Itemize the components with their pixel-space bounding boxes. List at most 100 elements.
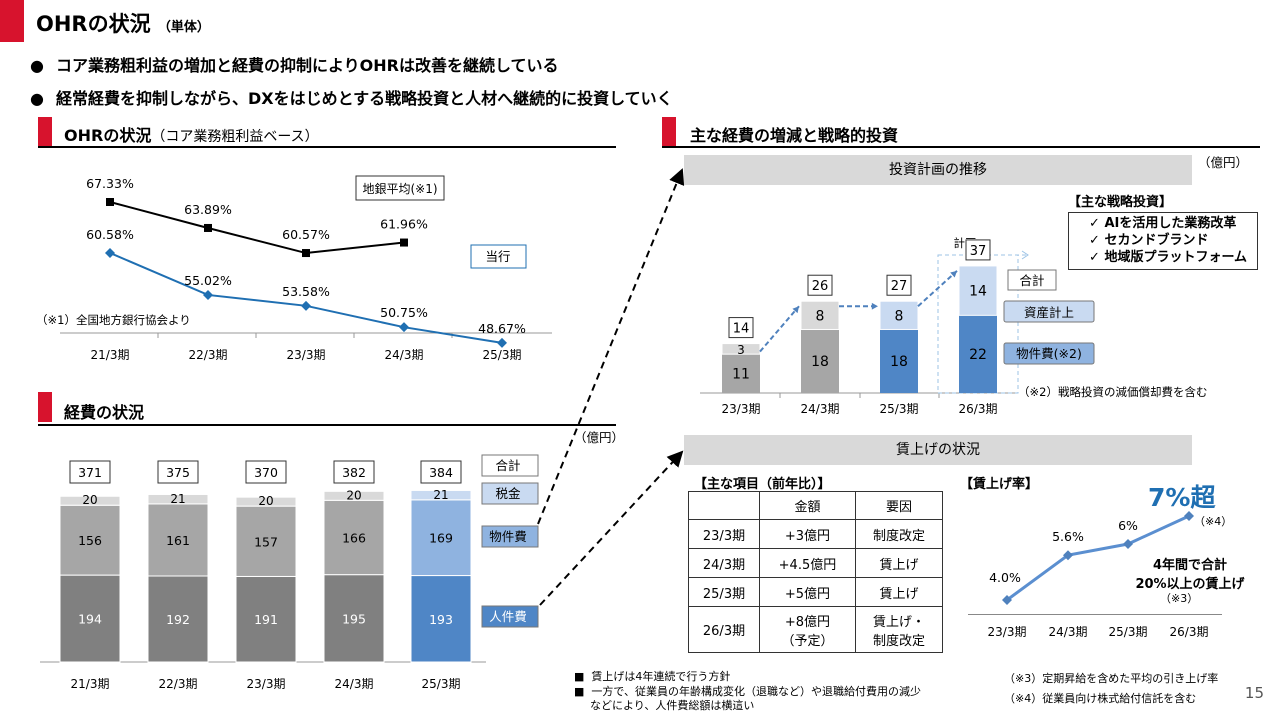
wage-reason: 賃上げ・ xyxy=(872,614,925,630)
ohr-footnote: （※1）全国地方銀行協会より xyxy=(36,313,191,327)
x-tick-label: 26/3期 xyxy=(959,402,998,416)
wage-period: 25/3期 xyxy=(688,577,760,607)
bar-segment xyxy=(235,496,297,507)
x-tick-label: 24/3期 xyxy=(385,348,424,362)
segment-label: 22 xyxy=(969,347,987,363)
total-label: 370 xyxy=(254,465,278,480)
total-box xyxy=(333,460,375,484)
segment-label: 21 xyxy=(433,488,448,502)
legend-label-total: 合計 xyxy=(495,458,520,473)
data-point xyxy=(106,198,114,206)
x-tick-label: 24/3期 xyxy=(335,677,374,691)
total-label: 384 xyxy=(429,465,453,480)
wage-callout-line2: 20%以上の賃上げ xyxy=(1135,577,1245,592)
segment-label: 192 xyxy=(166,612,190,627)
legend-box-capitalized xyxy=(1003,300,1095,323)
data-label: 60.57% xyxy=(282,227,330,242)
legend-label-regional-average: 地銀平均(※1) xyxy=(362,182,437,196)
total-box xyxy=(245,460,287,484)
bar-segment xyxy=(323,574,385,663)
series-line-regional-average xyxy=(109,201,405,255)
wage-rate-highlight-note: （※4） xyxy=(1194,515,1233,528)
wage-period: 24/3期 xyxy=(688,548,760,578)
segment-label: 194 xyxy=(78,612,102,627)
plan-frame xyxy=(937,254,1019,394)
x-tick-label: 24/3期 xyxy=(1049,625,1088,639)
bar-segment xyxy=(722,354,760,393)
strategy-item: ✓ 地域版プラットフォーム xyxy=(1089,250,1248,265)
bar-segment xyxy=(958,265,998,316)
strategy-item: ✓ AIを活用した業務改革 xyxy=(1089,216,1237,231)
legend-label-total: 合計 xyxy=(1019,273,1044,288)
ohr-title-text: OHRの状況 xyxy=(64,126,152,145)
right-section-rule xyxy=(662,146,1260,148)
wage-amount: +3億円 xyxy=(759,519,856,549)
x-tick-label: 25/3期 xyxy=(483,348,522,362)
segment-label: 191 xyxy=(254,612,278,627)
legend-box-total xyxy=(1007,269,1057,291)
wage-col-reason: 要因 xyxy=(854,491,944,520)
data-point xyxy=(1002,595,1012,605)
trend-arrow xyxy=(759,305,800,353)
wage-bullet-2-cont: などにより、人件費総額は横這い xyxy=(590,699,755,712)
total-box xyxy=(886,274,912,296)
bar-segment xyxy=(879,300,919,330)
bar-segment xyxy=(801,329,839,393)
page-number: 15 xyxy=(1244,684,1264,702)
bar-segment xyxy=(410,489,472,501)
check-icon: ✓ xyxy=(1089,233,1100,248)
segment-label: 20 xyxy=(82,493,97,507)
data-point xyxy=(105,247,115,258)
segment-label: 193 xyxy=(429,612,453,627)
segment-label: 157 xyxy=(254,534,278,549)
x-tick-label: 22/3期 xyxy=(159,677,198,691)
x-tick-label: 26/3期 xyxy=(1170,625,1209,639)
series-line-wage-rate xyxy=(1006,514,1190,602)
plan-arrow-head xyxy=(1021,250,1029,260)
wage-amount-note: （予定） xyxy=(781,633,834,649)
data-point xyxy=(400,238,408,247)
legend-label-tax: 税金 xyxy=(495,486,521,501)
segment-label: 18 xyxy=(811,354,829,370)
strategy-item: ✓ セカンドブランド xyxy=(1089,233,1209,248)
wage-amount: +5億円 xyxy=(759,577,856,607)
x-tick-label: 23/3期 xyxy=(988,625,1027,639)
data-label: 48.67% xyxy=(478,321,526,336)
ohr-section-bar xyxy=(38,117,52,147)
x-tick-label: 24/3期 xyxy=(801,402,840,416)
x-tick-label: 25/3期 xyxy=(422,677,461,691)
bar-segment xyxy=(721,343,761,355)
segment-label: 3 xyxy=(737,343,745,357)
page-title: OHRの状況 （単体） xyxy=(36,8,210,38)
square-bullet-icon: ■ xyxy=(574,670,585,683)
data-point xyxy=(497,337,507,348)
ohr-line-chart: 21/3期 22/3期 23/3期 24/3期 25/3期 67.33% 63.89% 60.… xyxy=(36,175,552,362)
wage-reason-2: 制度改定 xyxy=(872,633,925,649)
wage-callout-line1: 4年間で合計 xyxy=(1152,558,1228,573)
table-row: 23/3期 +3億円 制度改定 xyxy=(688,519,944,549)
wage-bullet-1: ■ 賃上げは4年連続で行う方針 xyxy=(574,670,731,683)
wage-reason-cell: 賃上げ・ 制度改定 xyxy=(854,606,944,653)
wage-col-amount: 金額 xyxy=(759,491,856,520)
segment-label: 14 xyxy=(969,284,987,300)
expense-section-title: 経費の状況 xyxy=(64,403,145,422)
segment-label: 8 xyxy=(895,308,904,324)
total-label: 37 xyxy=(970,244,987,259)
wage-reason: 制度改定 xyxy=(854,519,944,549)
wage-header: 賃上げの状況 xyxy=(684,435,1192,465)
legend-box-property xyxy=(481,525,539,548)
bar-segment xyxy=(410,499,472,577)
total-box xyxy=(807,274,833,296)
x-tick-label: 23/3期 xyxy=(722,402,761,416)
total-label: 371 xyxy=(78,465,102,480)
x-tick-label: 25/3期 xyxy=(1109,625,1148,639)
bar-segment xyxy=(323,490,385,501)
strategy-title: 【主な戦略投資】 xyxy=(1068,195,1173,210)
segment-label: 18 xyxy=(890,354,908,370)
total-label: 26 xyxy=(812,279,829,294)
segment-label: 161 xyxy=(166,533,190,548)
segment-label: 20 xyxy=(258,494,273,508)
data-label: 55.02% xyxy=(184,273,232,288)
data-label: 63.89% xyxy=(184,202,232,217)
wage-callout: 4年間で合計 20%以上の賃上げ xyxy=(1110,554,1270,592)
